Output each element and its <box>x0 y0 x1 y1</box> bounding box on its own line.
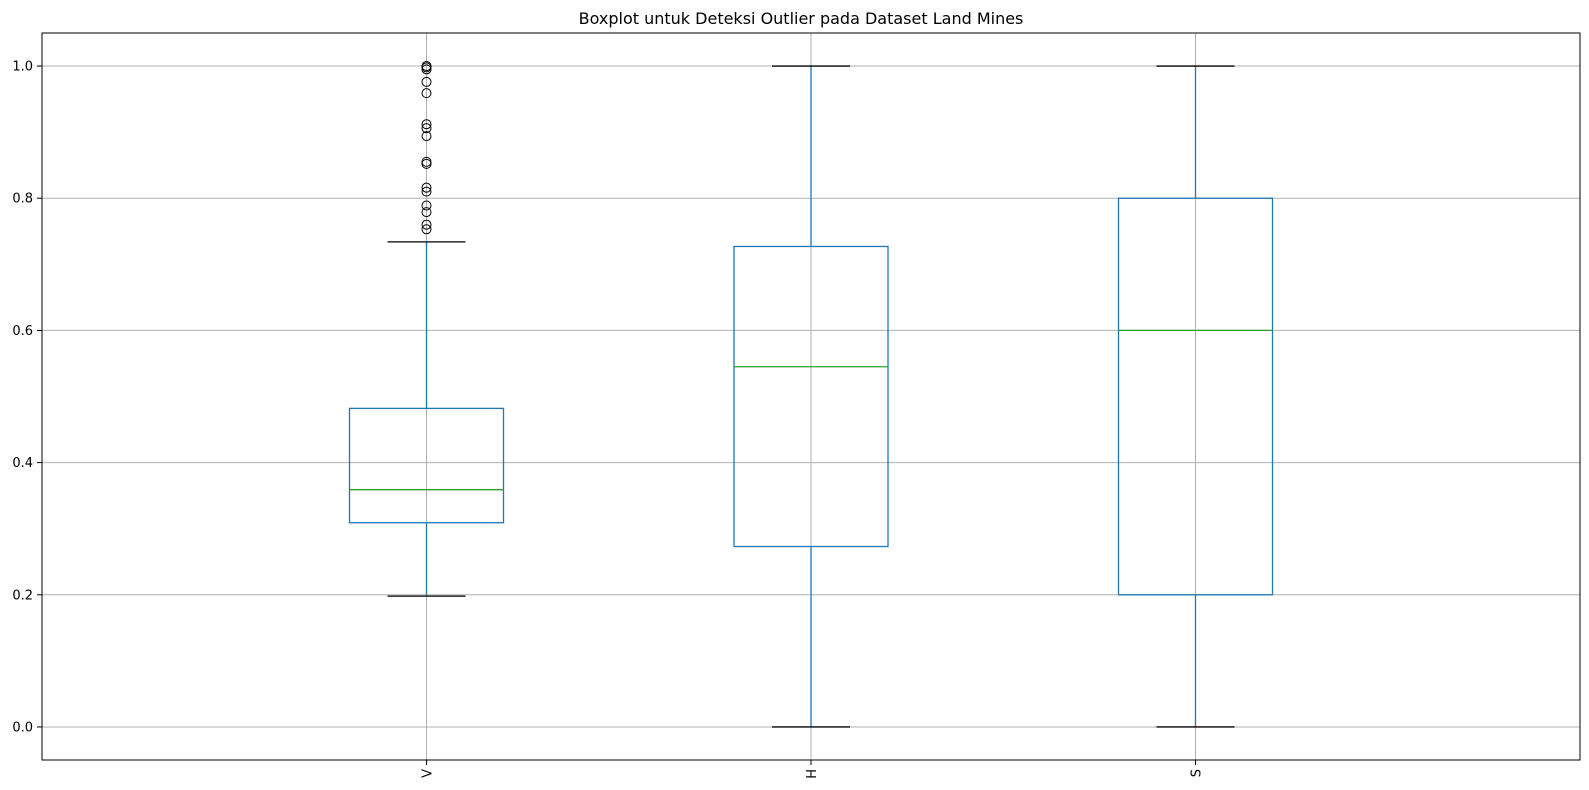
outlier-point <box>421 76 432 87</box>
iqr-box <box>348 407 505 524</box>
y-tick-label: 0.4 <box>12 456 33 471</box>
outlier-point <box>421 88 432 99</box>
y-tick-label: 0.6 <box>12 324 33 339</box>
outlier-point <box>421 186 432 197</box>
outlier-point <box>421 182 432 193</box>
x-tick-label: S <box>1190 769 1205 777</box>
plot-frame <box>41 32 1581 761</box>
outlier-point <box>421 156 432 167</box>
y-tick-label: 0.0 <box>12 720 33 735</box>
outlier-point <box>421 219 432 230</box>
outlier-point <box>421 207 432 218</box>
outlier-point <box>421 131 432 142</box>
y-tick-label: 1.0 <box>12 60 33 75</box>
y-tick-label: 0.2 <box>12 588 33 603</box>
x-tick-label: V <box>421 769 436 778</box>
iqr-box <box>733 245 889 548</box>
outlier-point <box>421 224 432 235</box>
box-v <box>348 61 505 597</box>
iqr-box <box>1117 197 1274 596</box>
y-tick-label: 0.8 <box>12 192 33 207</box>
box-s <box>1117 65 1274 728</box>
y-axis: 0.0 0.2 0.4 0.6 0.8 1.0 <box>12 60 42 735</box>
outlier-point <box>421 61 432 72</box>
chart-title: Boxplot untuk Deteksi Outlier pada Datas… <box>579 9 1024 28</box>
outlier-point <box>421 119 432 130</box>
outlier-point <box>421 123 432 134</box>
outlier-point <box>421 200 432 211</box>
x-tick-label: H <box>805 769 820 779</box>
box-h <box>733 65 889 728</box>
plot-area <box>348 61 1274 728</box>
